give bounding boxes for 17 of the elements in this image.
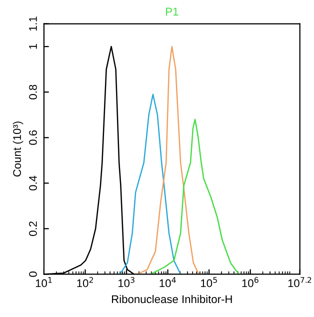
x-tick-label: 10$^{2}$ [77,277,93,288]
y-tick-label: 1.1 [29,16,37,31]
x-tick-label: 10$^{3}$ [118,277,134,288]
y-tick-label: 0.6 [29,130,37,145]
x-tick-label: 10$^{4}$ [160,277,176,288]
y-tick-label: 0.2 [29,222,37,236]
y-tick-label: 0.8 [29,84,37,100]
x-axis-title: Ribonuclease Inhibitor-H [112,294,232,304]
x-tick-label: 10$^{1}$ [36,277,52,288]
x-tick-label: 10$^{7.2}$ [288,277,312,288]
x-tick-label: 10$^{6}$ [242,277,258,288]
y-tick-label: 0 [29,272,37,277]
x-tick-label: 10$^{5}$ [201,277,217,288]
y-tick-label: 1 [29,44,37,49]
y-axis-title: Count (10³) [12,122,24,177]
chart-title: P1 [166,8,178,16]
y-tick-label: 0.4 [29,176,37,190]
